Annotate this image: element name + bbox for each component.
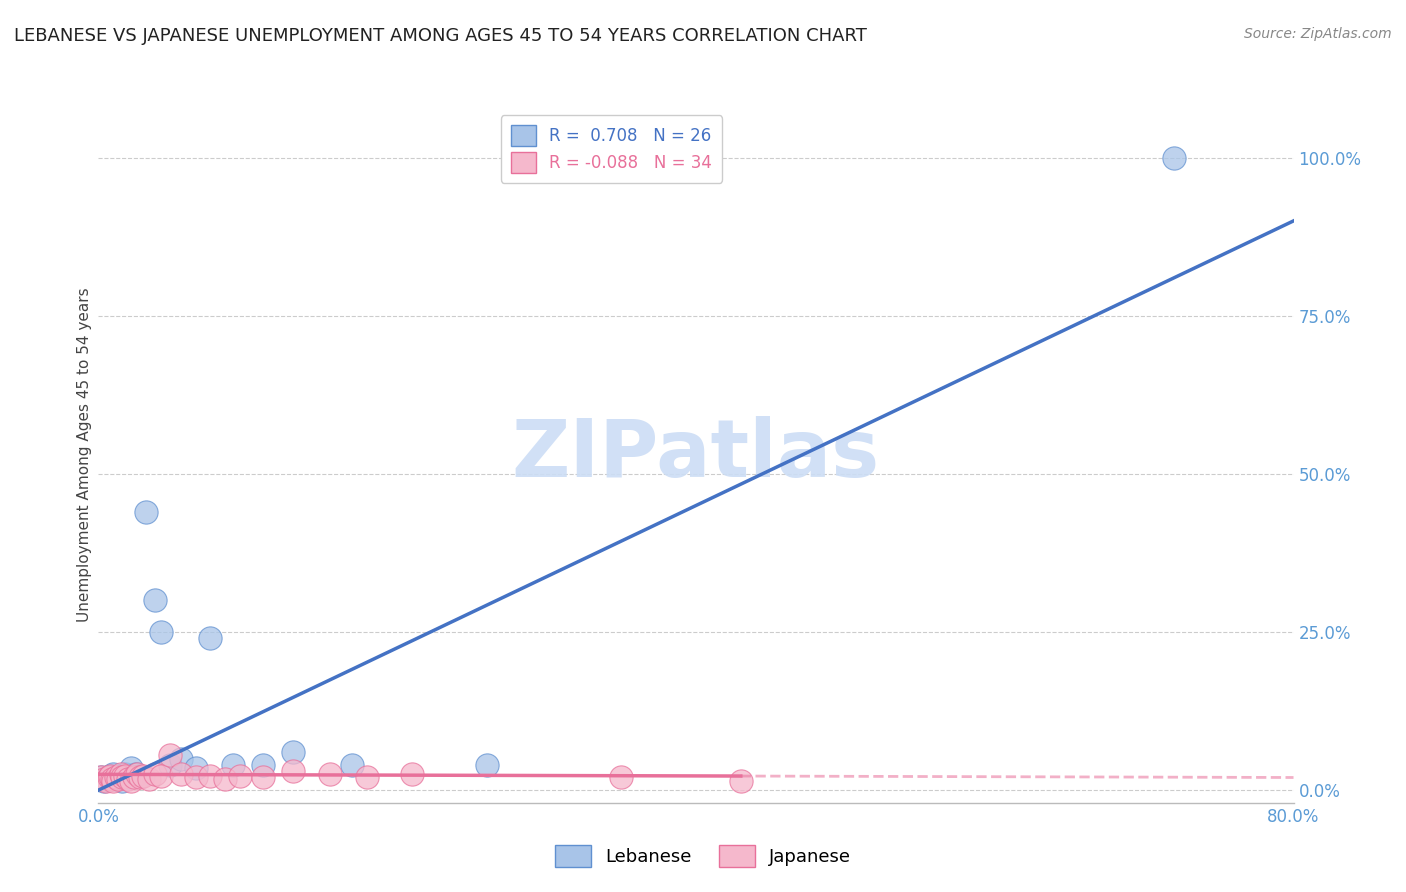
Legend: Lebanese, Japanese: Lebanese, Japanese [547, 838, 859, 874]
Point [159, 757, 181, 772]
Point [94, 773, 117, 788]
Point [127, 767, 149, 781]
Point [90, 771, 112, 785]
Point [129, 771, 152, 785]
Point [101, 772, 124, 786]
Point [401, 767, 423, 781]
Point [90, 771, 112, 785]
Point [200, 632, 222, 646]
Point [222, 757, 245, 772]
Point [281, 745, 304, 759]
Point [107, 772, 129, 786]
Point [120, 761, 142, 775]
Point [150, 769, 173, 783]
Point [108, 771, 131, 785]
Point [105, 771, 128, 785]
Point [475, 757, 498, 772]
Point [200, 769, 222, 783]
Point [252, 771, 274, 785]
Point [103, 773, 125, 788]
Point [214, 772, 236, 786]
Point [138, 772, 160, 786]
Point [281, 764, 304, 779]
Point [229, 769, 252, 783]
Point [98, 769, 122, 783]
Point [132, 769, 155, 783]
Point [129, 769, 152, 783]
Point [184, 771, 207, 785]
Point [111, 773, 134, 788]
Point [125, 767, 148, 781]
Text: LEBANESE VS JAPANESE UNEMPLOYMENT AMONG AGES 45 TO 54 YEARS CORRELATION CHART: LEBANESE VS JAPANESE UNEMPLOYMENT AMONG … [14, 27, 868, 45]
Y-axis label: Unemployment Among Ages 45 to 54 years: Unemployment Among Ages 45 to 54 years [77, 287, 91, 623]
Point [169, 767, 191, 781]
Point [117, 771, 139, 785]
Point [93, 772, 115, 786]
Point [319, 767, 342, 781]
Point [110, 767, 132, 781]
Point [103, 767, 125, 781]
Point [97, 771, 120, 785]
Text: ZIPatlas: ZIPatlas [512, 416, 880, 494]
Point [150, 625, 173, 640]
Point [159, 748, 181, 763]
Text: Source: ZipAtlas.com: Source: ZipAtlas.com [1244, 27, 1392, 41]
Point [1163, 151, 1185, 165]
Point [93, 773, 115, 788]
Point [105, 772, 128, 786]
Point [114, 769, 136, 783]
Point [111, 771, 134, 785]
Point [114, 767, 136, 781]
Point [143, 593, 166, 607]
Point [143, 767, 166, 781]
Point [120, 773, 142, 788]
Point [124, 771, 146, 785]
Point [342, 757, 364, 772]
Point [96, 772, 118, 786]
Point [117, 772, 139, 786]
Point [135, 505, 157, 519]
Point [98, 769, 122, 783]
Point [252, 757, 274, 772]
Point [610, 771, 633, 785]
Point [169, 751, 191, 765]
Point [184, 761, 207, 775]
Point [730, 773, 752, 788]
Legend: R =  0.708   N = 26, R = -0.088   N = 34: R = 0.708 N = 26, R = -0.088 N = 34 [501, 115, 723, 183]
Point [356, 771, 378, 785]
